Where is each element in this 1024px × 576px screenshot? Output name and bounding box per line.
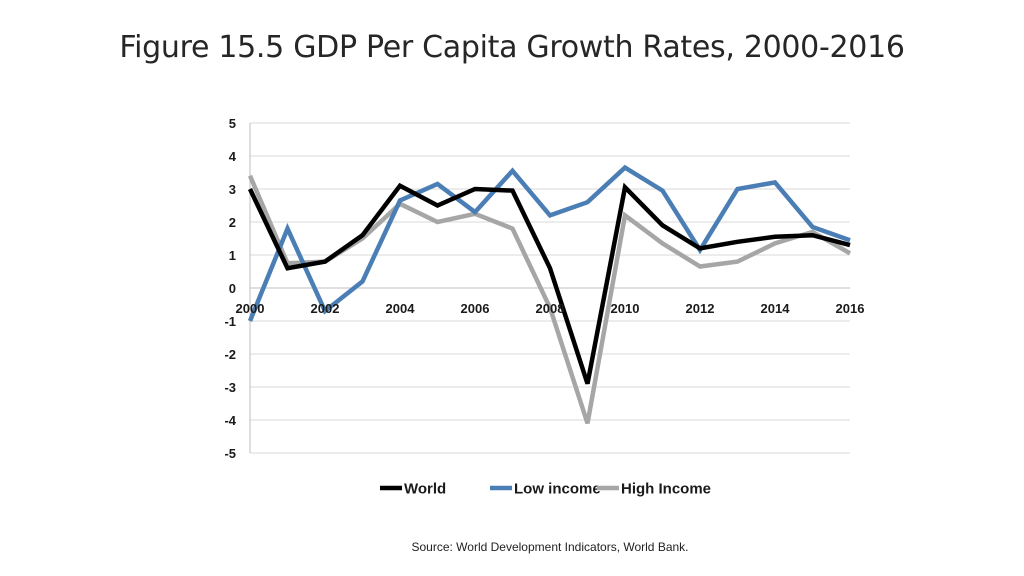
legend-label: Low income	[514, 481, 601, 498]
x-tick-label: 2012	[686, 301, 715, 316]
y-tick-label: -3	[224, 380, 236, 395]
x-tick-label: 2006	[461, 301, 490, 316]
y-tick-label: 3	[229, 182, 236, 197]
legend-label: World	[404, 481, 446, 498]
x-tick-label: 2000	[236, 301, 265, 316]
y-tick-label: 1	[229, 248, 236, 263]
legend-label: High Income	[621, 481, 711, 498]
legend-item-world: World	[380, 481, 446, 498]
source-note: Source: World Development Indicators, Wo…	[411, 540, 689, 554]
x-tick-label: 2010	[611, 301, 640, 316]
series-lines	[247, 164, 852, 424]
legend-item-low-income: Low income	[490, 481, 601, 498]
x-tick-label: 2014	[761, 301, 791, 316]
y-tick-label: 2	[229, 215, 236, 230]
y-tick-label: 5	[229, 116, 236, 131]
x-tick-label: 2002	[311, 301, 340, 316]
y-tick-label: -4	[224, 413, 236, 428]
y-tick-label: -1	[224, 314, 236, 329]
x-tick-label: 2016	[836, 301, 865, 316]
legend: World Low income High Income	[380, 481, 711, 498]
axes	[249, 123, 850, 453]
slide-title: Figure 15.5 GDP Per Capita Growth Rates,…	[119, 30, 905, 65]
x-tick-label: 2004	[386, 301, 416, 316]
series-line-world	[247, 182, 851, 385]
tick-labels: 5 4 3 2 1 0 -1 -2 -3 -4 -5 2000 2002 2004 2006 2008 2010…	[224, 116, 864, 461]
gridlines	[250, 122, 850, 454]
x-tick-label: 2008	[536, 301, 565, 316]
y-tick-label: -5	[224, 446, 236, 461]
y-tick-label: 4	[229, 149, 237, 164]
legend-item-high-income: High Income	[597, 481, 711, 498]
y-tick-label: 0	[229, 281, 236, 296]
series-line-low-income	[247, 164, 851, 322]
y-tick-label: -2	[224, 347, 236, 362]
